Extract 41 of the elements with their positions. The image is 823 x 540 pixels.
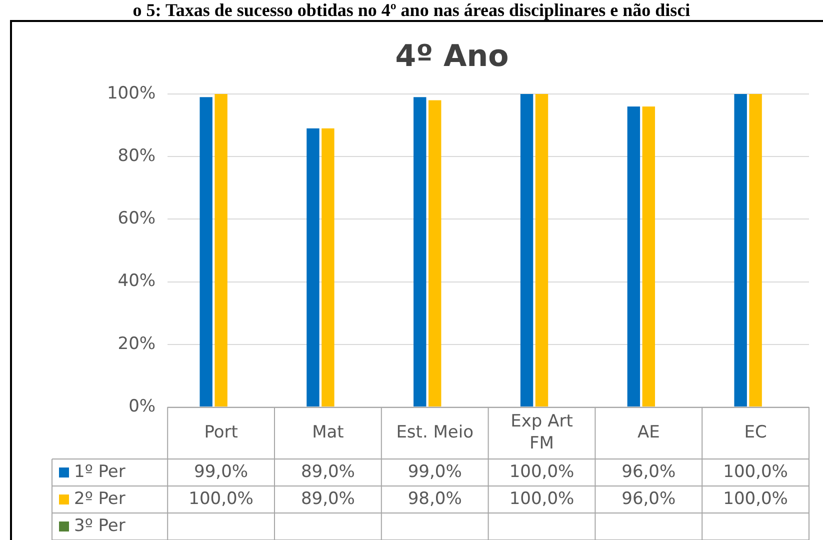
x-tick-label: Port: [204, 422, 238, 442]
legend-label: 3º Per: [74, 516, 126, 536]
bar: [734, 94, 747, 406]
bar: [200, 97, 212, 406]
legend-label: 1º Per: [74, 462, 126, 482]
data-label: 98,0%: [408, 488, 462, 509]
y-tick-label: 20%: [118, 334, 156, 354]
data-label: 100,0%: [723, 462, 788, 482]
data-label: 96,0%: [622, 488, 676, 509]
bar: [322, 128, 334, 406]
y-tick-label: 100%: [106, 83, 156, 104]
x-tick-label: EC: [744, 422, 767, 442]
data-label: 96,0%: [622, 462, 676, 482]
bar: [414, 97, 426, 406]
bar: [749, 94, 762, 406]
y-tick-label: 40%: [118, 271, 156, 292]
bar: [428, 100, 442, 406]
x-tick-label: AE: [637, 422, 660, 442]
data-label: 100,0%: [509, 462, 574, 482]
y-tick-label: 60%: [118, 208, 156, 229]
data-label: 100,0%: [723, 488, 788, 509]
data-label: 100,0%: [188, 488, 254, 509]
bar: [627, 106, 640, 406]
y-tick-label: 80%: [118, 146, 156, 166]
data-label: 99,0%: [408, 462, 462, 482]
text: o 5: Taxas de sucesso obtidas no 4º ano nas áreas disciplinares e não disci: [132, 0, 692, 21]
data-label: 99,0%: [194, 462, 248, 482]
bar: [520, 94, 534, 406]
x-tick-label: Exp Art FM: [510, 411, 574, 454]
data-label: 100,0%: [509, 488, 574, 509]
bar: [535, 94, 548, 406]
bar: [214, 94, 228, 406]
x-tick-label: Est. Meio: [396, 422, 474, 442]
y-tick-label: 0%: [128, 396, 156, 416]
data-label: 89,0%: [300, 488, 355, 509]
bar: [306, 128, 320, 406]
data-label: 89,0%: [300, 462, 355, 482]
legend-label: 2º Per: [74, 488, 126, 509]
bar: [642, 106, 656, 406]
x-tick-label: Mat: [312, 422, 344, 442]
chart-title: 4º Ano: [395, 38, 509, 74]
